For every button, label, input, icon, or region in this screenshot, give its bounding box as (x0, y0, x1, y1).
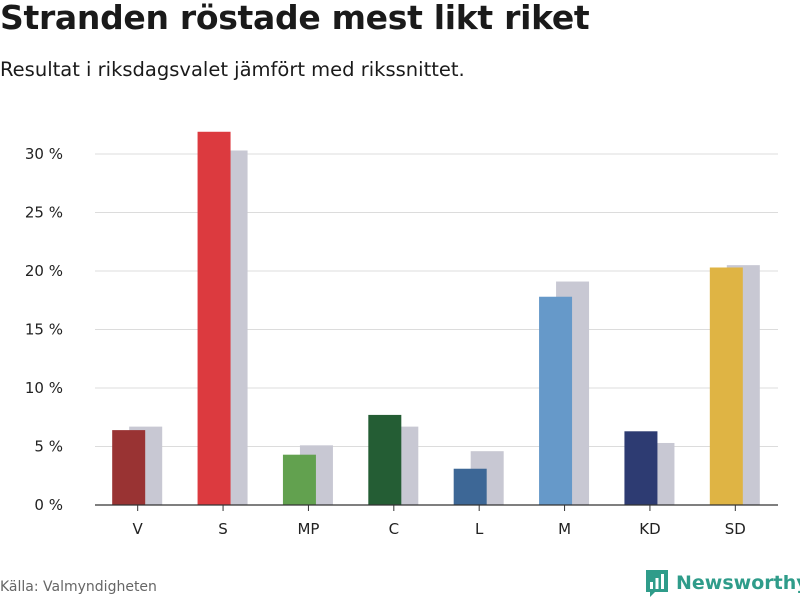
bar-chart: 0 % 5 % 10 % 15 % 20 % 25 % 30 % V S MP C L M KD SD (25, 131, 778, 538)
x-tick-label: SD (725, 520, 746, 538)
brand-logo[interactable]: Newsworthy (644, 568, 800, 598)
y-tick-label: 25 % (25, 204, 63, 222)
chart-title: Stranden röstade mest likt riket (0, 0, 590, 37)
bar-chart-icon (646, 570, 668, 597)
bar-stranden-s (197, 131, 231, 505)
x-tick-label: MP (297, 520, 319, 538)
brand-name: Newsworthy (676, 572, 800, 594)
y-tick-label: 0 % (34, 496, 63, 514)
y-tick-label: 30 % (25, 145, 63, 163)
x-tick-label: M (558, 520, 571, 538)
y-tick-label: 15 % (25, 321, 63, 339)
x-tick-label: S (218, 520, 228, 538)
bar-stranden-v (112, 430, 146, 505)
bar-stranden-mp (282, 454, 316, 505)
y-tick-label: 10 % (25, 379, 63, 397)
bar-stranden-kd (624, 431, 658, 505)
y-tick-label: 5 % (34, 438, 63, 456)
bar-stranden-l (453, 468, 487, 505)
source-note: Källa: Valmyndigheten (0, 579, 157, 595)
bar-stranden-sd (709, 267, 743, 505)
x-tick-label: L (475, 520, 484, 538)
bar-stranden-c (368, 414, 402, 505)
x-tick-label: C (389, 520, 399, 538)
x-tick-label: KD (639, 520, 660, 538)
bar-stranden-m (539, 296, 573, 505)
x-tick-label: V (133, 520, 144, 538)
y-tick-label: 20 % (25, 262, 63, 280)
chart-subtitle: Resultat i riksdagsvalet jämfört med rik… (0, 58, 465, 81)
